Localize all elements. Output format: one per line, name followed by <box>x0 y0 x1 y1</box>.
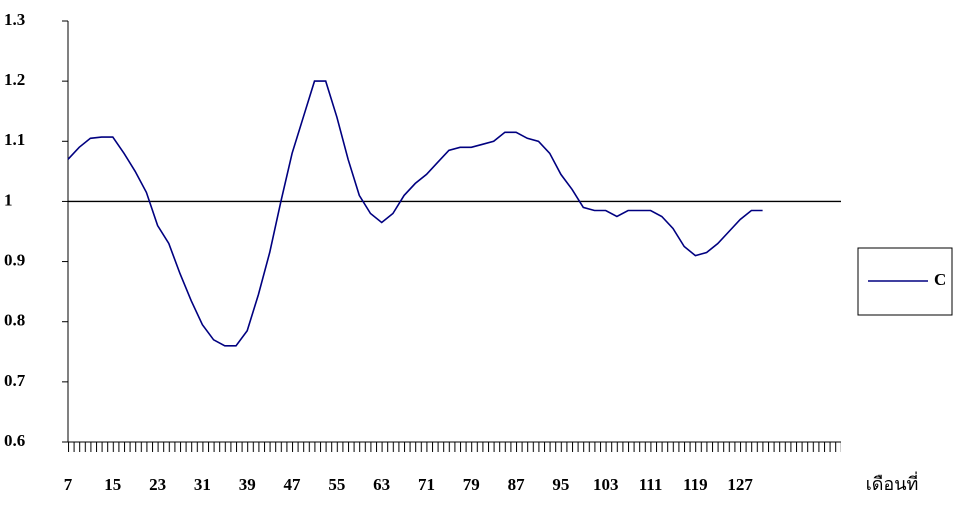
y-tick-label: 0.7 <box>4 371 26 390</box>
x-tick-label: 119 <box>683 475 708 494</box>
x-tick-label: 47 <box>284 475 302 494</box>
y-tick-label: 0.6 <box>4 431 25 450</box>
y-tick-label: 1.3 <box>4 10 25 29</box>
x-tick-label: 111 <box>639 475 663 494</box>
x-tick-label: 103 <box>593 475 619 494</box>
x-tick-label: 95 <box>552 475 569 494</box>
minor-ticks <box>68 442 841 452</box>
x-tick-label: 15 <box>104 475 121 494</box>
data-line <box>67 80 763 347</box>
y-tick-label: 0.9 <box>4 250 25 269</box>
x-tick-label: 87 <box>508 475 526 494</box>
x-tick-label: 31 <box>194 475 211 494</box>
y-tick-label: 1.1 <box>4 130 25 149</box>
x-tick-label: 63 <box>373 475 390 494</box>
x-tick-label: 39 <box>239 475 256 494</box>
y-tick-label: 1 <box>4 190 13 209</box>
x-tick-label: 55 <box>328 475 345 494</box>
y-tick-label: 0.8 <box>4 311 25 330</box>
x-tick-label: 71 <box>418 475 435 494</box>
y-tick-label: 1.2 <box>4 70 25 89</box>
x-tick-label: 7 <box>64 475 73 494</box>
x-tick-label: 79 <box>463 475 480 494</box>
x-tick-label: 127 <box>727 475 753 494</box>
x-tick-label: 23 <box>149 475 166 494</box>
legend-label: C <box>934 270 946 289</box>
x-axis-label: เดือนที่ <box>866 471 919 495</box>
